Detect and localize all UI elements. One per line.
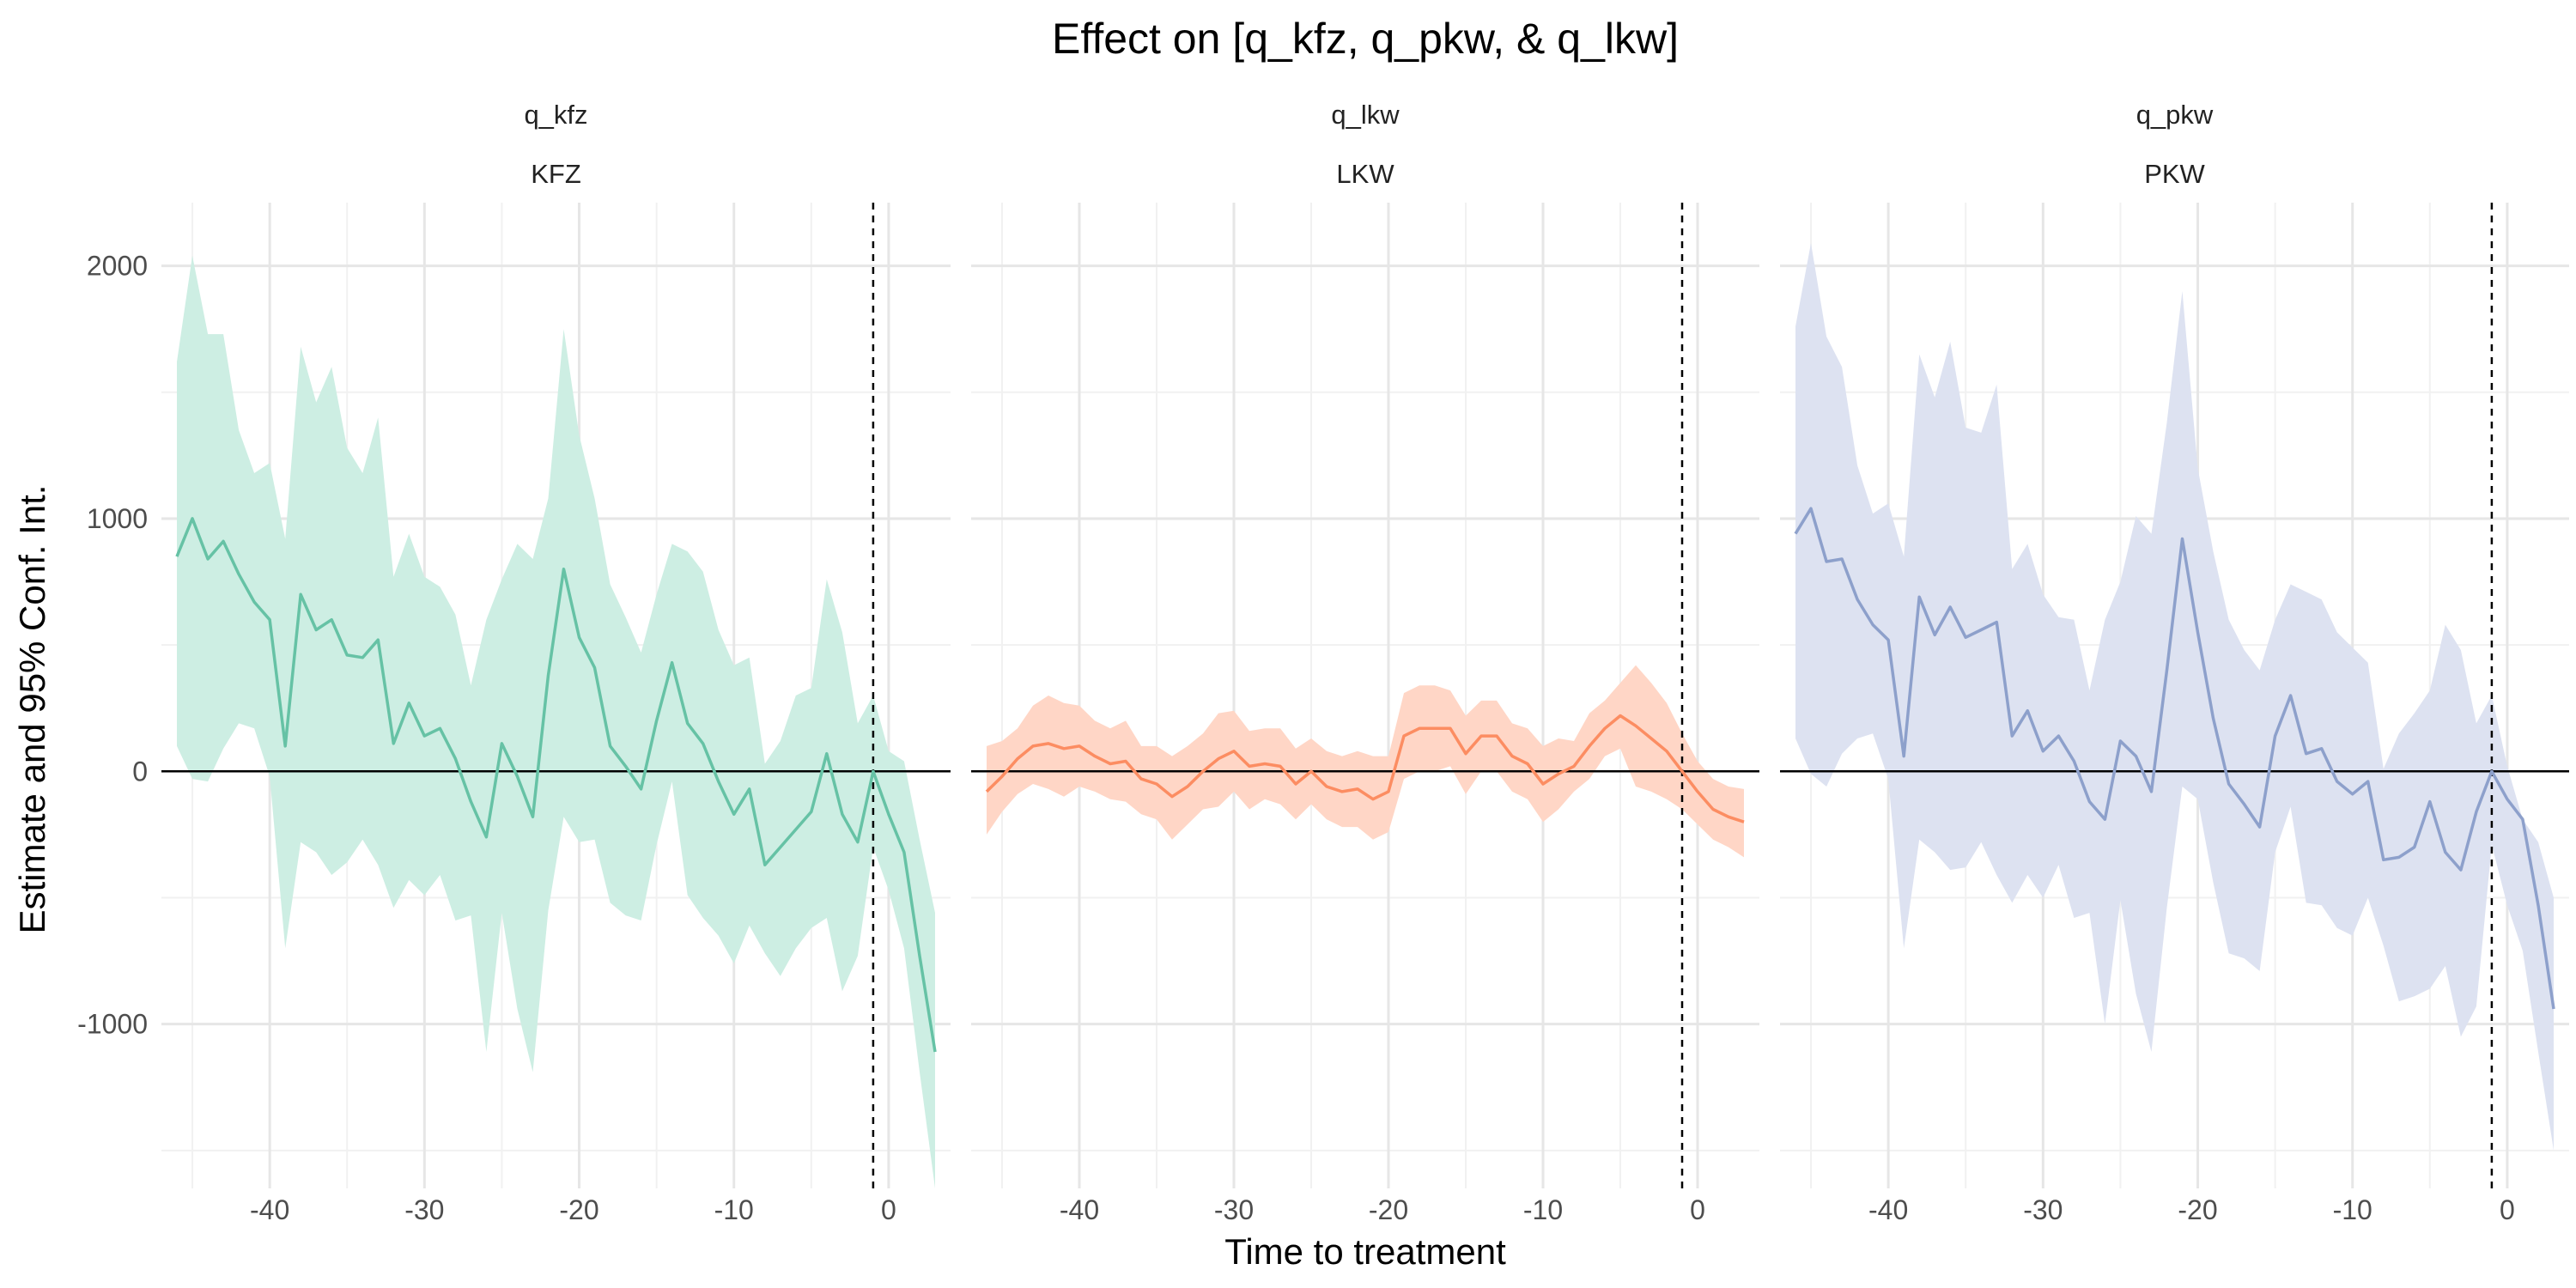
confidence-band (987, 665, 1744, 858)
y-tick-label: 0 (132, 756, 148, 787)
chart-title: Effect on [q_kfz, q_pkw, & q_lkw] (1052, 15, 1679, 63)
x-tick-label: 0 (881, 1194, 896, 1225)
x-tick-label: -40 (250, 1194, 289, 1225)
strip-label-variable: q_lkw (1331, 100, 1400, 130)
panel-pkw: q_pkw PKW -40 -30 -20 -10 0 (1780, 100, 2569, 1225)
panel-lkw: q_lkw LKW -40 -30 -20 -10 0 (971, 100, 1759, 1225)
x-tick-label: -20 (559, 1194, 598, 1225)
x-tick-label: -30 (404, 1194, 444, 1225)
x-tick-label: -30 (2023, 1194, 2063, 1225)
x-tick-label: -10 (1523, 1194, 1563, 1225)
strip-label-category: KFZ (531, 159, 581, 189)
estimate-line (175, 517, 937, 1053)
y-axis-title: Estimate and 95% Conf. Int. (12, 485, 52, 934)
estimate-line (1794, 507, 2555, 1010)
estimate-line (985, 714, 1745, 823)
confidence-band (1795, 243, 2554, 1151)
y-tick-label: 2000 (87, 251, 148, 282)
x-tick-label: -30 (1214, 1194, 1254, 1225)
x-tick-label: -40 (1868, 1194, 1908, 1225)
strip-label-variable: q_kfz (524, 100, 587, 130)
x-tick-label: 0 (1690, 1194, 1705, 1225)
y-tick-label: 1000 (87, 503, 148, 534)
x-tick-label: 0 (2500, 1194, 2515, 1225)
x-axis-title: Time to treatment (1224, 1231, 1506, 1272)
strip-label-category: PKW (2144, 159, 2205, 189)
x-tick-label: -20 (1369, 1194, 1408, 1225)
strip-label-variable: q_pkw (2136, 100, 2214, 130)
x-tick-label: -20 (2178, 1194, 2217, 1225)
x-tick-label: -10 (2333, 1194, 2372, 1225)
strip-label-category: LKW (1336, 159, 1394, 189)
confidence-band (177, 255, 935, 1188)
y-tick-label: -1000 (77, 1009, 148, 1040)
x-tick-label: -40 (1060, 1194, 1099, 1225)
x-tick-label: -10 (714, 1194, 754, 1225)
panel-kfz: q_kfz KFZ -40 -30 -20 -10 0 -1000 0 1000 2000 (77, 100, 951, 1225)
